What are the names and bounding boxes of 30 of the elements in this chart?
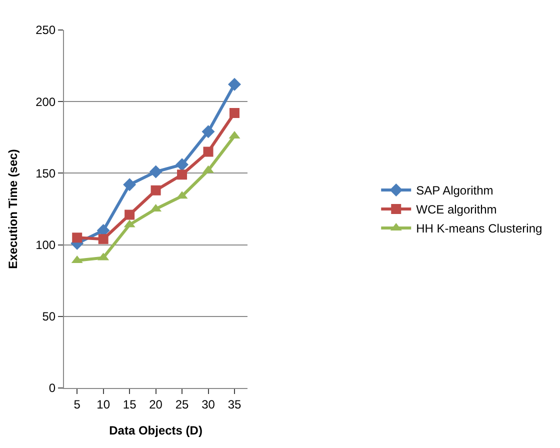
x-tick-label: 20 [149, 397, 163, 412]
point [72, 232, 82, 243]
point [176, 158, 189, 172]
point [124, 210, 135, 220]
y-tick-label: 0 [48, 381, 56, 396]
x-tick-label: 25 [175, 397, 190, 412]
legend-label: SAP Algorithm [416, 184, 494, 198]
y-tick-label: 100 [36, 238, 56, 252]
point [98, 234, 108, 244]
x-tick-label: 35 [228, 397, 242, 412]
x-tick-label: 30 [202, 397, 216, 412]
point [229, 108, 240, 118]
x-tick-label: 10 [96, 397, 110, 412]
point [149, 165, 162, 178]
legend-label: WCE algorithm [416, 202, 497, 217]
point [202, 125, 215, 138]
y-tick-label: 250 [36, 23, 56, 38]
point [228, 78, 241, 91]
point [123, 178, 136, 192]
point [150, 185, 161, 196]
point [203, 146, 214, 157]
y-tick-label: 200 [36, 94, 56, 109]
y-axis-title: Execution Time (sec) [6, 149, 20, 269]
y-tick-label: 50 [42, 310, 56, 324]
point [177, 170, 188, 180]
x-tick-label: 15 [122, 397, 137, 412]
x-tick-label: 5 [74, 397, 81, 412]
y-tick-label: 150 [36, 166, 56, 180]
legend-label: HH K-means Clustering [416, 222, 542, 236]
x-axis-title: Data Objects (D) [109, 423, 202, 438]
